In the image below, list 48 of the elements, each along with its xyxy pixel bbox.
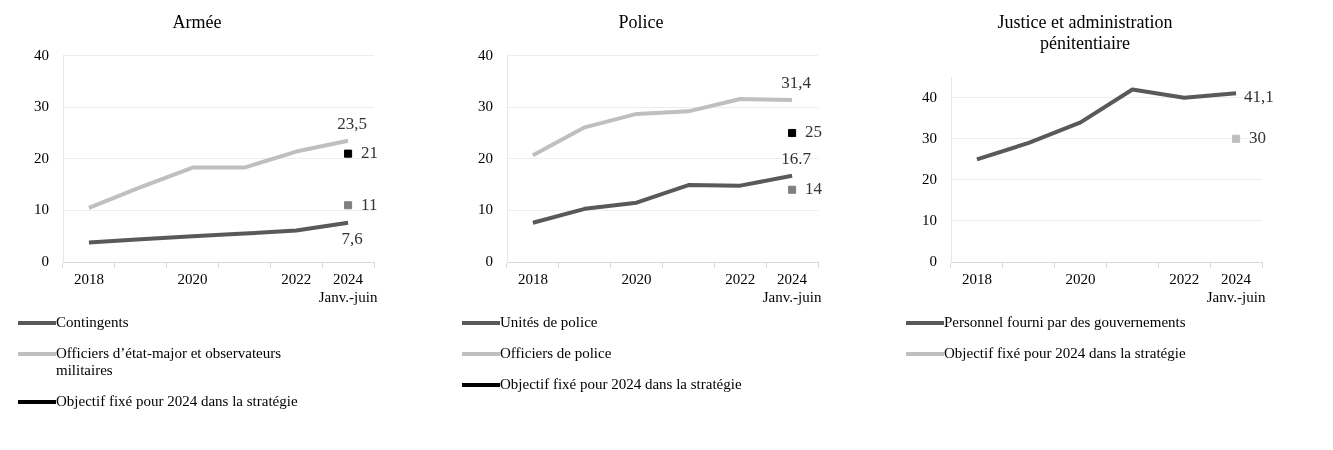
y-tick-label: 20 [922, 170, 937, 187]
data-label: 41,1 [1244, 86, 1274, 106]
x-tick-label: 2024 Janv.-juin [762, 270, 822, 305]
x-tick-label: 2022 [725, 270, 756, 287]
data-label: 7,6 [341, 228, 363, 248]
legend-label: Officiers d’état-major et observateurs militaires [56, 345, 283, 379]
legend-label: Objectif fixé pour 2024 dans la stratégie [944, 345, 1186, 362]
x-tick-label: 2022 [1169, 270, 1200, 287]
x-tick-label: 2020 [621, 270, 652, 287]
y-tick-label: 40 [34, 46, 49, 63]
legend-label: Officiers de police [500, 345, 612, 362]
data-label: 21 [361, 143, 379, 163]
y-tick-label: 30 [922, 129, 937, 146]
data-label: 14 [805, 179, 823, 199]
x-tick-label: 2020 [177, 270, 208, 287]
x-tick-label: 2024 Janv.-juin [318, 270, 378, 305]
y-tick-label: 20 [478, 149, 493, 166]
y-tick-label: 0 [485, 252, 493, 269]
y-tick-label: 30 [478, 98, 493, 115]
y-tick-label: 10 [478, 201, 493, 218]
y-tick-label: 30 [34, 98, 49, 115]
data-label: 31,4 [781, 72, 812, 92]
y-tick-label: 10 [34, 201, 49, 218]
data-label: 16.7 [781, 148, 812, 168]
legend-label: Contingents [56, 314, 129, 331]
x-tick-label: 2018 [961, 270, 992, 287]
x-tick-label: 2020 [1065, 270, 1096, 287]
data-label: 30 [1249, 128, 1267, 148]
y-tick-label: 10 [922, 211, 937, 228]
y-tick-label: 20 [34, 149, 49, 166]
y-tick-label: 40 [478, 46, 493, 63]
x-tick-label: 2018 [517, 270, 548, 287]
legend-label: Objectif fixé pour 2024 dans la stratégie [56, 393, 298, 410]
y-tick-label: 0 [929, 252, 937, 269]
chart-title: Police [618, 11, 664, 32]
legend-label: Objectif fixé pour 2024 dans la stratégie [500, 376, 742, 393]
chart-title: Armée [172, 11, 222, 32]
legend-label: Personnel fourni par des gouvernements [944, 314, 1186, 331]
y-tick-label: 40 [922, 88, 937, 105]
data-label: 11 [361, 194, 378, 214]
x-tick-label: 2018 [73, 270, 104, 287]
legend-label: Unités de police [500, 314, 598, 331]
data-label: 23,5 [337, 113, 367, 133]
data-label: 25 [805, 122, 823, 142]
x-tick-label: 2024 Janv.-juin [1206, 270, 1266, 305]
chart-title: Justice et administration pénitentiaire [997, 11, 1173, 54]
y-tick-label: 0 [41, 252, 49, 269]
x-tick-label: 2022 [281, 270, 312, 287]
